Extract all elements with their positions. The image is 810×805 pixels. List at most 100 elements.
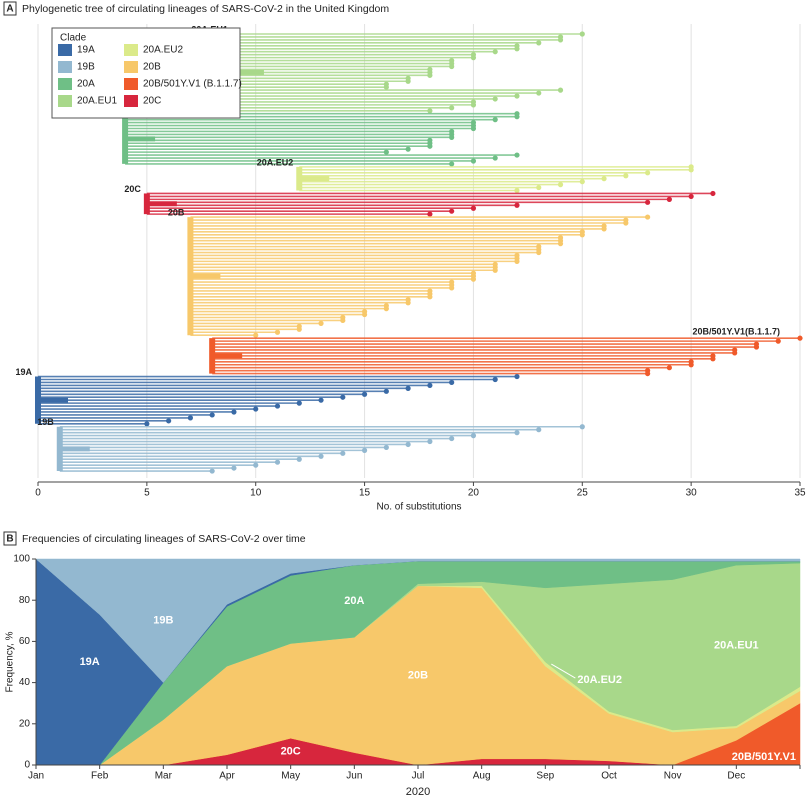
tip <box>601 176 607 182</box>
clade-label: 19B <box>37 417 54 427</box>
tip <box>427 143 433 149</box>
tip <box>775 338 781 344</box>
tip <box>579 424 585 430</box>
tip <box>514 114 520 120</box>
legend-swatch <box>124 78 138 90</box>
tip <box>470 125 477 132</box>
legend-label: 20A <box>77 79 95 90</box>
x-tick-label: Jul <box>412 771 425 782</box>
tip <box>666 365 672 371</box>
x-axis-title: No. of substitutions <box>376 502 461 513</box>
legend-label: 20A.EU1 <box>77 96 117 107</box>
tip <box>601 226 607 232</box>
tip <box>318 453 324 459</box>
tip <box>166 418 172 424</box>
tip <box>557 87 564 93</box>
y-tick-label: 40 <box>19 677 31 688</box>
y-tick-label: 0 <box>24 760 30 771</box>
tip <box>470 158 477 164</box>
x-tick-label: 20 <box>468 488 480 499</box>
tip <box>470 276 477 282</box>
tip <box>427 211 433 217</box>
tip <box>645 199 651 205</box>
tip <box>753 344 760 350</box>
tip <box>492 267 498 273</box>
x-tick-label: Aug <box>473 771 491 782</box>
legend-label: 20A.EU2 <box>143 45 183 56</box>
legend-swatch <box>58 78 72 90</box>
tip <box>514 187 520 194</box>
legend-swatch <box>124 44 138 56</box>
legend-swatch <box>58 95 72 107</box>
area-label: 20A <box>344 595 364 607</box>
tip <box>427 382 433 389</box>
tip <box>318 397 324 403</box>
y-tick-label: 60 <box>19 636 31 647</box>
tip <box>449 208 455 214</box>
tip <box>732 350 738 356</box>
tip <box>536 184 542 191</box>
tip <box>623 220 629 226</box>
x-tick-label: 0 <box>35 488 41 499</box>
x-tick-label: 35 <box>794 488 806 499</box>
tip <box>383 444 389 451</box>
legend-label: 20B/501Y.V1 (B.1.1.7) <box>143 79 242 90</box>
area-label: 20A.EU1 <box>714 639 759 651</box>
tip <box>514 46 520 52</box>
x-tick-label: 15 <box>359 488 371 499</box>
clade-label: 20C <box>124 184 141 194</box>
area <box>35 558 801 683</box>
tip <box>514 152 520 158</box>
tip <box>449 435 455 442</box>
tip <box>340 450 346 456</box>
tip <box>405 441 411 448</box>
tip <box>514 202 520 208</box>
clade-label: 20B <box>168 207 185 217</box>
area-label: 20C <box>281 746 301 758</box>
panel-letter: A <box>6 4 13 15</box>
tip <box>688 362 694 368</box>
x-tick-label: Oct <box>601 771 617 782</box>
leader <box>551 663 576 679</box>
tip <box>710 356 716 362</box>
legend-swatch <box>58 44 72 56</box>
tip <box>492 376 498 383</box>
tip <box>579 179 585 185</box>
tip <box>557 37 564 43</box>
tip <box>536 427 542 433</box>
tip <box>405 146 411 152</box>
tip <box>449 161 455 167</box>
clade-label: 19A <box>15 367 32 377</box>
tip <box>383 306 389 312</box>
x-tick-label: 10 <box>250 488 262 499</box>
tip <box>274 329 281 335</box>
tip <box>405 78 411 84</box>
x-tick-label: Dec <box>727 771 745 782</box>
x-tick-label: Jan <box>28 771 44 782</box>
tip <box>449 63 455 70</box>
tip <box>340 394 346 400</box>
tip <box>514 430 520 436</box>
x-axis-title: 2020 <box>406 786 430 798</box>
tip <box>492 49 498 55</box>
area-label: 19B <box>153 615 173 627</box>
x-tick-label: May <box>281 771 300 782</box>
panel-badge <box>3 1 17 16</box>
tip <box>514 258 520 264</box>
legend-swatch <box>124 61 138 73</box>
tip <box>296 400 302 406</box>
tip <box>514 373 520 380</box>
tip <box>383 84 389 90</box>
tip <box>645 370 651 377</box>
tip <box>579 232 585 238</box>
x-tick-label: Feb <box>91 771 109 782</box>
legend-swatch <box>124 95 138 107</box>
tip <box>187 415 193 421</box>
area-label: 19A <box>80 656 100 668</box>
tip <box>361 391 368 397</box>
clade-label: 20B/501Y.V1(B.1.1.7) <box>692 327 780 337</box>
tip <box>296 456 302 462</box>
tip <box>340 317 346 324</box>
